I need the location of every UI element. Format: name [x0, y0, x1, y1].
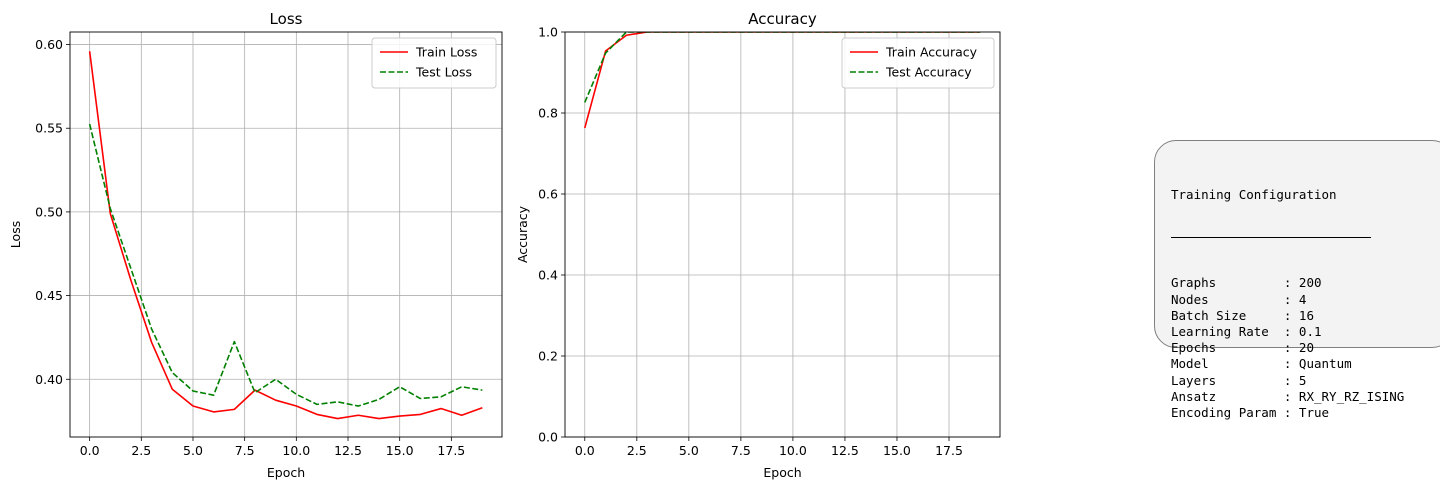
config-divider	[1171, 237, 1371, 239]
legend: Train Loss Test Loss	[371, 37, 497, 89]
series-line-test-loss	[88, 123, 483, 407]
y-tick-label: 0.45	[35, 288, 63, 303]
x-tick-label: 5.0	[679, 443, 699, 458]
training-config-text: Training Configuration Graphs : 200 Nodes…	[1171, 155, 1404, 437]
x-tick-label: 15.0	[386, 443, 414, 458]
legend-label: Test Accuracy	[885, 65, 972, 80]
x-tick-label: 7.5	[235, 443, 255, 458]
plot-frame	[69, 31, 503, 438]
y-tick-label: 0.6	[538, 187, 558, 202]
plot-frame	[564, 31, 1001, 438]
x-tick-label: 5.0	[183, 443, 203, 458]
y-axis-label: Loss	[8, 221, 23, 248]
config-line: Layers : 5	[1171, 372, 1307, 388]
legend-box	[841, 37, 995, 89]
y-tick-label: 0.60	[35, 37, 63, 52]
legend-box	[371, 37, 497, 89]
training-config-box	[1154, 140, 1440, 348]
x-tick-label: 17.5	[935, 443, 963, 458]
legend: Train Accuracy Test Accuracy	[841, 37, 995, 89]
y-tick-label: 1.0	[538, 25, 558, 40]
y-tick-label: 0.4	[538, 268, 558, 283]
legend-label: Train Loss	[415, 45, 477, 60]
config-line: Batch Size : 16	[1171, 307, 1314, 323]
x-tick-label: 10.0	[779, 443, 807, 458]
config-line: Epochs : 20	[1171, 340, 1314, 356]
x-tick-label: 0.0	[575, 443, 595, 458]
x-tick-label: 12.5	[334, 443, 362, 458]
y-tick-label: 0.55	[35, 121, 63, 136]
config-heading: Training Configuration	[1171, 187, 1337, 203]
y-axis-label: Accuracy	[515, 205, 530, 263]
x-tick-label: 7.5	[731, 443, 751, 458]
x-tick-label: 2.5	[627, 443, 647, 458]
config-lines: Graphs : 200 Nodes : 4 Batch Size : 16 Lear…	[1171, 275, 1404, 421]
config-line: Model : Quantum	[1171, 356, 1352, 372]
y-tick-label: 0.40	[35, 372, 63, 387]
x-tick-label: 17.5	[437, 443, 465, 458]
chart-title: Accuracy	[748, 10, 817, 28]
config-line: Ansatz : RX_RY_RZ_ISING	[1171, 388, 1405, 404]
x-tick-label: 15.0	[883, 443, 911, 458]
legend-label: Train Accuracy	[885, 45, 978, 60]
x-axis-label: Epoch	[267, 465, 305, 480]
x-tick-label: 0.0	[80, 443, 100, 458]
y-tick-label: 0.50	[35, 204, 63, 219]
config-line: Nodes : 4	[1171, 291, 1307, 307]
y-tick-label: 0.0	[538, 430, 558, 445]
chart-accuracy: 0.0 2.5 5.0 7.5 10.0 12.5 15.0 17.5 0.0 0.2 0.4 0.6…	[515, 10, 1001, 480]
chart-title: Loss	[270, 10, 303, 28]
y-tick-label: 0.2	[538, 349, 558, 364]
x-axis-label: Epoch	[763, 465, 801, 480]
chart-loss: 0.0 2.5 5.0 7.5 10.0 12.5 15.0 17.5 0.40 0.45 0.50…	[8, 10, 503, 480]
y-tick-label: 0.8	[538, 106, 558, 121]
config-line: Graphs : 200	[1171, 275, 1322, 291]
x-tick-label: 10.0	[282, 443, 310, 458]
config-line: Learning Rate : 0.1	[1171, 324, 1322, 340]
x-tick-label: 2.5	[131, 443, 151, 458]
x-tick-label: 12.5	[831, 443, 859, 458]
legend-label: Test Loss	[415, 65, 472, 80]
series-line-train-loss	[88, 51, 483, 420]
config-line: Encoding Param : True	[1171, 405, 1330, 421]
